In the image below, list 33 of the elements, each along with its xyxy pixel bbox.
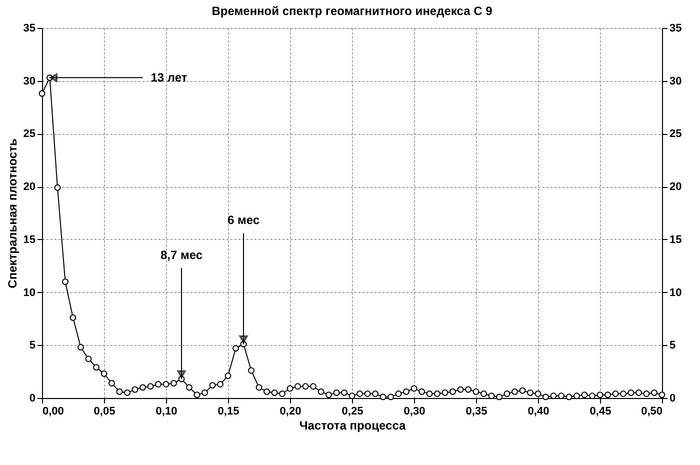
x-tick-label: 0,45 — [590, 406, 612, 418]
x-tick-label: 0,25 — [342, 406, 364, 418]
y2-tick-label: 15 — [670, 234, 682, 246]
y-tick-label: 0 — [29, 392, 36, 404]
annotation: 8,7 мес — [160, 248, 203, 262]
x-tick-label: 0,20 — [280, 406, 302, 418]
y-tick-label: 10 — [23, 286, 36, 299]
y-tick-label: 15 — [23, 234, 36, 246]
y-tick-label: 5 — [29, 340, 36, 352]
y2-tick-label: 25 — [670, 128, 682, 140]
x-tick-label: 0,10 — [156, 406, 178, 418]
y2-tick-label: 0 — [670, 392, 676, 404]
annotation: 6 мес — [227, 213, 260, 228]
x-tick-label: 0,50 — [641, 406, 662, 418]
y2-tick-label: 5 — [670, 340, 676, 352]
y-tick-label: 35 — [23, 22, 36, 34]
y-axis-title: Спектральная плотность — [5, 138, 20, 288]
x-tick-label: 0,05 — [94, 406, 116, 418]
x-tick-label: 0,35 — [466, 406, 488, 418]
y-tick-label: 25 — [23, 128, 36, 140]
x-tick-label: 0,30 — [404, 406, 426, 418]
x-tick-label: 0,15 — [218, 406, 240, 418]
y2-tick-label: 30 — [670, 75, 682, 88]
y2-tick-label: 20 — [670, 181, 682, 194]
y2-tick-label: 10 — [670, 286, 682, 299]
chart-title: Временной спектр геомагнитного инедекса С 9 — [212, 4, 493, 18]
annotation: 13 лет — [150, 70, 188, 85]
y-tick-label: 20 — [23, 181, 36, 194]
x-tick-label: 0,00 — [42, 406, 64, 418]
x-tick-label: 0,40 — [528, 406, 550, 418]
x-axis-title: Частота процесса — [299, 418, 406, 432]
y2-tick-label: 35 — [670, 22, 682, 34]
y-tick-label: 30 — [23, 75, 36, 88]
